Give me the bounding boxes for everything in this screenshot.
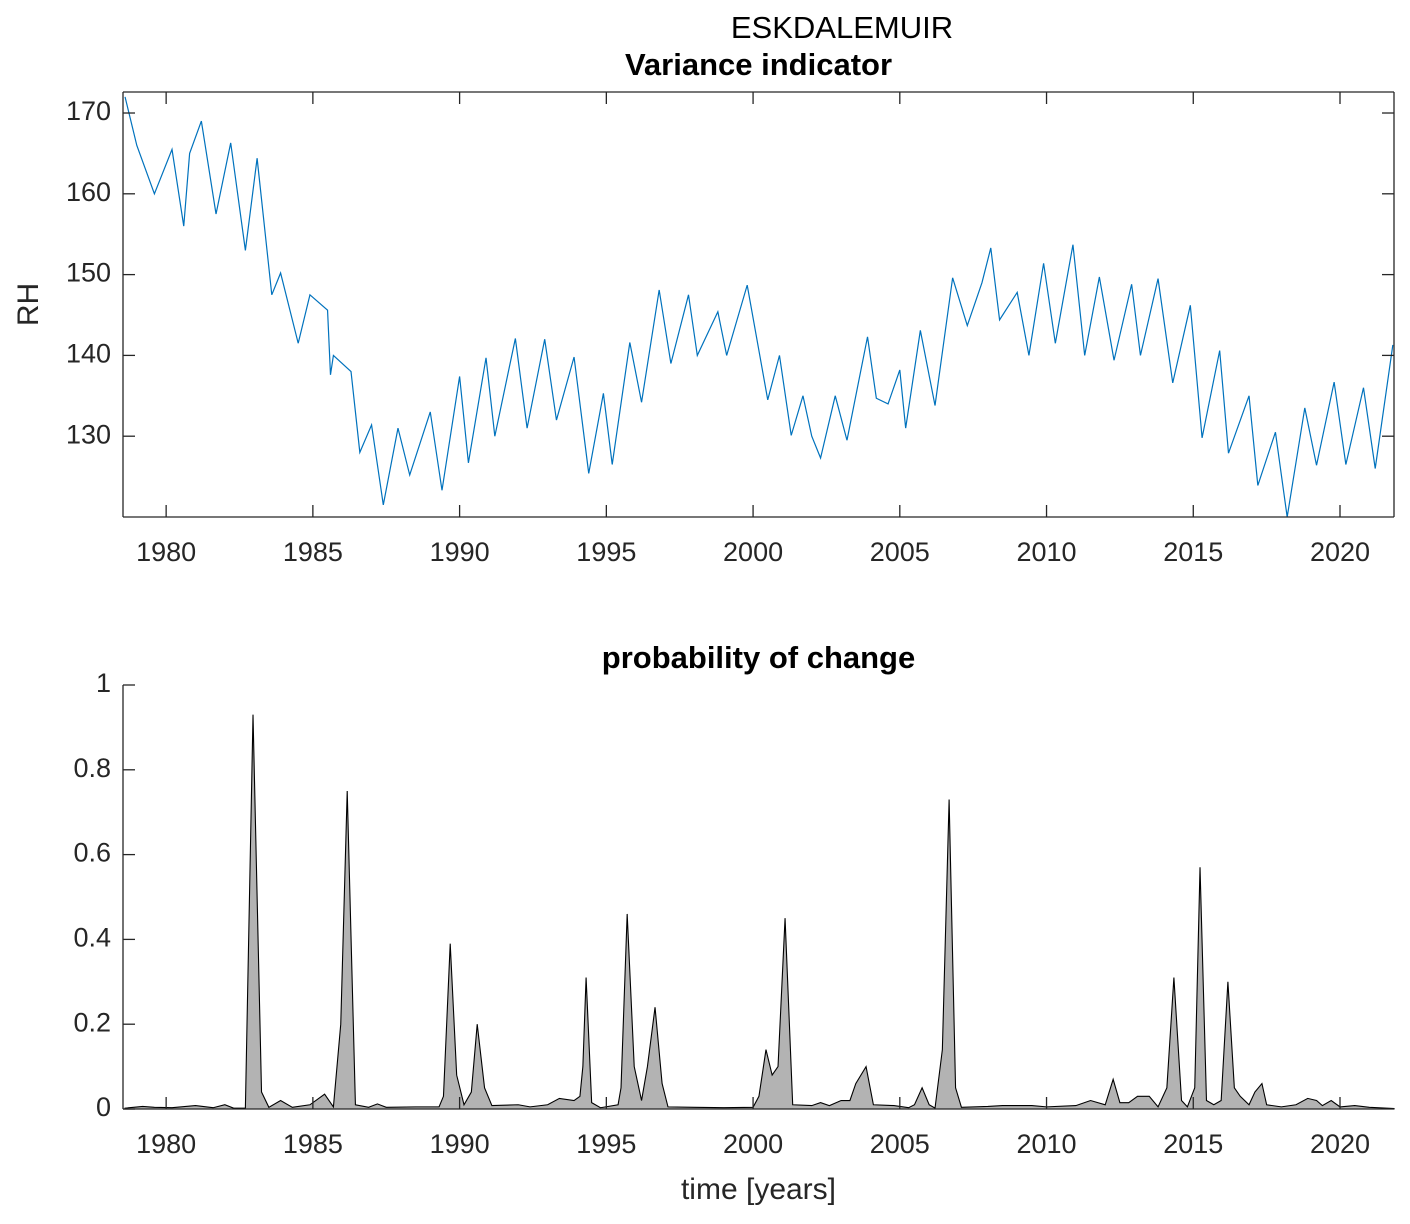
y-tick-label: 0.6 [73, 838, 111, 868]
x-tick-label: 2010 [1016, 537, 1076, 567]
x-tick-label: 2015 [1163, 537, 1223, 567]
x-tick-label: 1980 [136, 537, 196, 567]
x-tick-label: 1990 [430, 1129, 490, 1159]
x-tick-label: 1995 [576, 1129, 636, 1159]
y-tick-label: 150 [66, 258, 111, 288]
y-tick-label: 140 [66, 339, 111, 369]
y-tick-label: 160 [66, 177, 111, 207]
data-line [124, 96, 1394, 518]
x-tick-label: 2000 [723, 1129, 783, 1159]
y-tick-label: 0.2 [73, 1007, 111, 1037]
y-tick-label: 0 [96, 1092, 111, 1122]
x-tick-label: 2010 [1016, 1129, 1076, 1159]
x-tick-label: 1995 [576, 537, 636, 567]
x-axis-label: time [years] [681, 1173, 836, 1206]
data-area [124, 714, 1395, 1110]
y-tick-label: 0.8 [73, 753, 111, 783]
x-tick-label: 2020 [1310, 1129, 1370, 1159]
x-tick-label: 2020 [1310, 537, 1370, 567]
x-tick-label: 1980 [136, 1129, 196, 1159]
x-tick-label: 1990 [430, 537, 490, 567]
x-tick-label: 1985 [283, 537, 343, 567]
y-tick-label: 0.4 [73, 923, 111, 953]
y-axis-label: RH [12, 283, 45, 326]
x-tick-label: 1985 [283, 1129, 343, 1159]
x-tick-label: 2005 [870, 537, 930, 567]
chart-title: Variance indicator [625, 47, 892, 82]
y-tick-label: 130 [66, 419, 111, 449]
y-tick-label: 170 [66, 96, 111, 126]
y-tick-label: 1 [96, 668, 111, 698]
x-tick-label: 2000 [723, 537, 783, 567]
x-tick-label: 2015 [1163, 1129, 1223, 1159]
x-tick-label: 2005 [870, 1129, 930, 1159]
figure-title: ESKDALEMUIR [731, 10, 953, 45]
chart-title: probability of change [602, 640, 915, 675]
